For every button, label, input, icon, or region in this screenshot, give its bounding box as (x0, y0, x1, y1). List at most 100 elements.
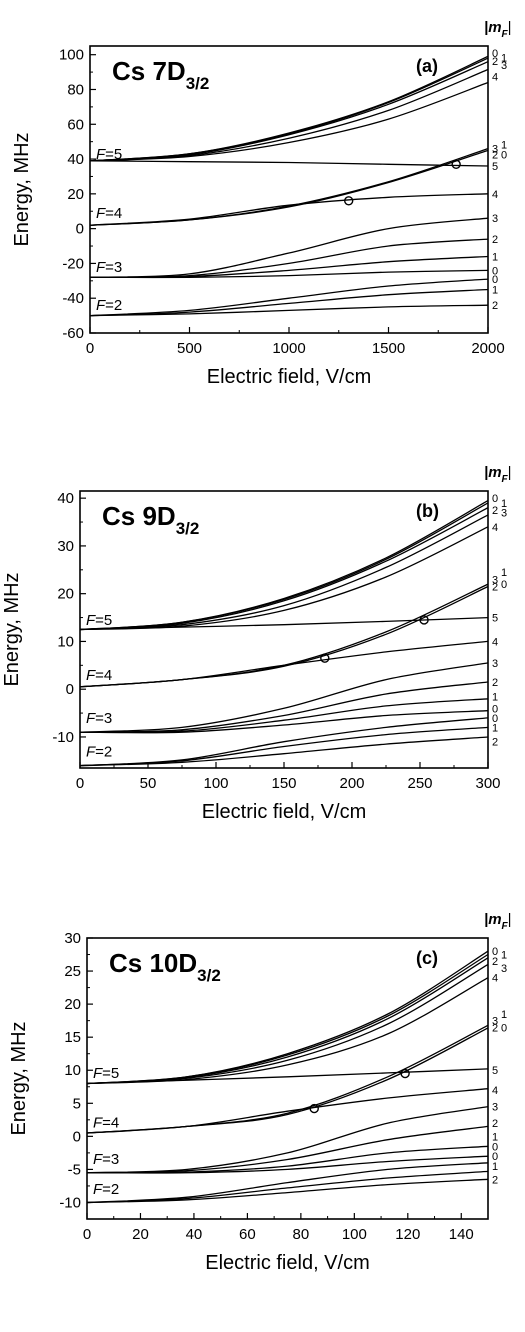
f-label-value: =5 (105, 146, 122, 163)
y-tick-label: 0 (73, 1128, 81, 1145)
mf-header: |mF| (484, 464, 512, 485)
y-axis-label: Energy, MHz (8, 1021, 30, 1135)
y-tick-label: 80 (67, 81, 84, 98)
plot-frame (90, 46, 488, 333)
mf-label: 1 (492, 251, 498, 263)
mf-label: 4 (492, 522, 498, 534)
series-line-10 (80, 663, 488, 732)
f-label: F=4 (96, 205, 122, 222)
mf-label: 2 (492, 1174, 498, 1186)
x-tick-label: 120 (395, 1226, 420, 1243)
mf-header-close: | (508, 464, 512, 481)
mf-label: 2 (492, 150, 498, 162)
panel-title: Cs 10D3/2 (109, 948, 221, 985)
mf-label: 5 (492, 161, 498, 173)
series-line-9 (87, 1089, 488, 1133)
series-line-10 (87, 1107, 488, 1173)
y-axis-label: Energy, MHz (1, 572, 23, 686)
mf-label: 4 (492, 636, 498, 648)
y-tick-label: 25 (64, 963, 81, 980)
f-label: F=4 (86, 667, 112, 684)
f-label: F=5 (93, 1065, 119, 1082)
x-tick-label: 0 (86, 340, 94, 357)
panel-letter: (a) (416, 56, 438, 76)
y-tick-label: 5 (73, 1095, 81, 1112)
mf-label: 5 (492, 1065, 498, 1077)
f-label-value: =5 (102, 1065, 119, 1082)
series-line-9 (90, 194, 488, 225)
y-tick-label: 15 (64, 1029, 81, 1046)
series-line-6 (90, 161, 488, 166)
y-tick-label: 100 (59, 47, 84, 64)
x-axis-label: Electric field, V/cm (202, 801, 366, 823)
mf-label: 4 (492, 189, 498, 201)
mf-label: 0 (501, 1022, 507, 1034)
mf-label: 3 (492, 213, 498, 225)
series-line-16 (90, 305, 488, 315)
x-tick-label: 200 (339, 775, 364, 792)
x-tick-label: 40 (186, 1226, 203, 1243)
panel-title-main: Cs 10D (109, 948, 197, 978)
mf-label: 2 (492, 505, 498, 517)
mf-label: 3 (492, 658, 498, 670)
mf-header-main: |m (484, 911, 502, 928)
crossing-marker (345, 197, 353, 205)
x-tick-label: 50 (140, 775, 157, 792)
x-tick-label: 300 (475, 775, 500, 792)
mf-label: 3 (501, 507, 507, 519)
f-label-value: =4 (95, 667, 112, 684)
mf-label: 0 (501, 150, 507, 162)
x-tick-label: 500 (177, 340, 202, 357)
panel-title-main: Cs 7D (112, 56, 186, 86)
mf-label: 2 (492, 737, 498, 749)
series-line-4 (87, 964, 488, 1083)
y-tick-label: -5 (68, 1161, 81, 1178)
mf-label: 2 (492, 300, 498, 312)
mf-label: 5 (492, 613, 498, 625)
x-axis-label: Electric field, V/cm (205, 1252, 369, 1274)
y-tick-label: 10 (64, 1062, 81, 1079)
f-label-value: =4 (105, 205, 122, 222)
mf-label: 2 (492, 234, 498, 246)
y-tick-label: 30 (57, 538, 74, 555)
mf-label: 2 (492, 56, 498, 68)
y-tick-label: -40 (62, 290, 84, 307)
y-tick-label: -20 (62, 255, 84, 272)
plot-frame (87, 938, 488, 1219)
panel-title-sub: 3/2 (186, 74, 210, 93)
y-tick-label: 20 (57, 586, 74, 603)
mf-label: 4 (492, 71, 498, 83)
f-label-value: =2 (102, 1181, 119, 1198)
x-tick-label: 0 (76, 775, 84, 792)
panel-title: Cs 7D3/2 (112, 56, 209, 93)
f-label-value: =3 (95, 710, 112, 727)
mf-label: 2 (492, 1118, 498, 1130)
y-tick-label: 60 (67, 116, 84, 133)
f-label: F=2 (93, 1181, 119, 1198)
f-label: F=3 (86, 710, 112, 727)
mf-label: 2 (492, 1022, 498, 1034)
mf-label: 1 (492, 691, 498, 703)
f-label-value: =4 (102, 1115, 119, 1132)
y-tick-label: 20 (64, 996, 81, 1013)
series-line-6 (87, 1069, 488, 1084)
mf-label: 1 (492, 285, 498, 297)
mf-header: |mF| (484, 19, 512, 40)
series-line-7 (90, 149, 488, 226)
series-line-15 (90, 290, 488, 316)
y-tick-label: 10 (57, 633, 74, 650)
x-tick-label: 80 (293, 1226, 310, 1243)
f-label-value: =2 (95, 743, 112, 760)
mf-header-main: |m (484, 19, 502, 36)
mf-header-main: |m (484, 464, 502, 481)
mf-label: 1 (501, 567, 507, 579)
mf-label: 3 (492, 1102, 498, 1114)
mf-label: 4 (492, 1085, 498, 1097)
y-tick-label: -60 (62, 325, 84, 342)
x-tick-label: 100 (203, 775, 228, 792)
panel-letter: (b) (416, 501, 439, 521)
y-tick-label: 20 (67, 186, 84, 203)
x-axis-label: Electric field, V/cm (207, 366, 371, 388)
panel-title-sub: 3/2 (176, 519, 200, 538)
